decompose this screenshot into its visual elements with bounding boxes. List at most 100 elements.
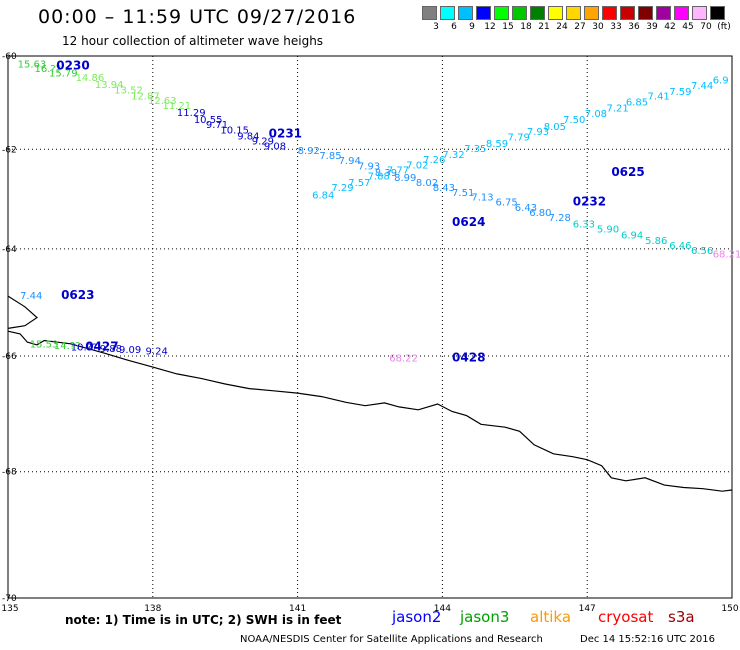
page-subtitle: 12 hour collection of altimeter wave hei… — [62, 34, 324, 48]
swh-value-label: 6.80 — [529, 208, 551, 219]
swh-value-label: 6.33 — [573, 219, 595, 230]
coastline — [7, 330, 733, 492]
colorbar-swatch — [440, 6, 455, 20]
swh-value-label: 8.59 — [486, 139, 508, 150]
swh-value-label: 8.39 — [375, 168, 397, 179]
swh-value-label: 9.71 — [206, 120, 228, 131]
legend-altika: altika — [530, 608, 572, 626]
lat-tick-label: -60 — [2, 52, 17, 62]
lat-tick-label: -64 — [2, 245, 17, 255]
coastline-west — [7, 295, 38, 329]
legend-jason3: jason3 — [460, 608, 510, 626]
swh-value-label: 7.88 — [368, 171, 390, 182]
lon-tick-label: 150 — [721, 604, 738, 614]
swh-value-label: 12.87 — [131, 92, 160, 103]
credit-text: NOAA/NESDIS Center for Satellite Applica… — [240, 634, 543, 645]
colorbar-label: (ft) — [717, 22, 731, 32]
lat-tick-label: -66 — [2, 352, 17, 362]
footer-note: note: 1) Time is in UTC; 2) SWH is in fe… — [65, 613, 342, 627]
swh-value-label: 7.93 — [358, 162, 380, 173]
colorbar-label: 70 — [700, 22, 712, 32]
swh-value-label: 8.43 — [433, 183, 455, 194]
colorbar-swatch — [512, 6, 527, 20]
colorbar-label: 6 — [451, 22, 457, 32]
swh-value-label: 6.43 — [515, 203, 537, 214]
colorbar-label: 27 — [574, 22, 586, 32]
generated-timestamp: Dec 14 15:52:16 UTC 2016 — [580, 634, 715, 645]
page-title: 00:00 – 11:59 UTC 09/27/2016 — [38, 6, 357, 28]
swh-value-label: 5.86 — [645, 236, 667, 247]
swh-value-label: 10.55 — [194, 115, 223, 126]
colorbar-label: 39 — [646, 22, 658, 32]
swh-value-label: 7.44 — [20, 291, 42, 302]
legend-cryosat: cryosat — [598, 608, 654, 626]
swh-value-label: 9.09 — [119, 345, 141, 356]
swh-value-label: 15.53 — [30, 340, 59, 351]
map-frame — [7, 55, 733, 599]
colorbar-label: 18 — [520, 22, 532, 32]
colorbar-swatch — [422, 6, 437, 20]
colorbar-label: 3 — [433, 22, 439, 32]
colorbar-label: 33 — [610, 22, 622, 32]
colorbar-label: 9 — [469, 22, 475, 32]
colorbar-swatch — [458, 6, 473, 20]
colorbar-swatch — [548, 6, 563, 20]
lon-tick-label: 144 — [434, 604, 451, 614]
swh-value-label: 10.15 — [220, 125, 249, 136]
swh-value-label: 9.84 — [237, 132, 259, 143]
swh-value-label: 5.90 — [597, 225, 619, 236]
colorbar-label: 36 — [628, 22, 640, 32]
colorbar-label: 30 — [592, 22, 604, 32]
colorbar-swatch — [476, 6, 491, 20]
swh-value-label: 7.85 — [319, 151, 341, 162]
lat-tick-label: -68 — [2, 468, 17, 478]
swh-value-label: 7.94 — [339, 156, 361, 167]
swh-value-label: 7.26 — [423, 155, 445, 166]
swh-value-label: 16.?? — [35, 64, 62, 75]
colorbar-swatch — [710, 6, 725, 20]
swh-value-label: 15.79 — [49, 68, 78, 79]
swh-value-label: 7.77 — [387, 166, 409, 177]
swh-value-label: 12.63 — [148, 96, 177, 107]
swh-value-label: 8.05 — [544, 122, 566, 133]
colorbar-swatch — [692, 6, 707, 20]
swh-value-label: 7.44 — [691, 81, 713, 92]
legend-s3a: s3a — [668, 608, 695, 626]
colorbar-label: 42 — [664, 22, 676, 32]
swh-value-label: 11.21 — [162, 101, 191, 112]
lon-tick-label: 147 — [579, 604, 596, 614]
swh-value-label: 7.13 — [471, 193, 493, 204]
colorbar-swatch — [620, 6, 635, 20]
lon-tick-label: 141 — [289, 604, 306, 614]
swh-value-label: 8.99 — [394, 173, 416, 184]
swh-value-label: 7.57 — [348, 178, 370, 189]
lon-tick-label: 138 — [144, 604, 161, 614]
swh-value-label: 10.?? — [71, 342, 98, 353]
swh-value-label: 68.21 — [713, 250, 740, 261]
pass-id-label: 0428 — [452, 351, 485, 365]
swh-value-label: 7.02 — [406, 161, 428, 172]
swh-value-label: 6.84 — [312, 190, 334, 201]
swh-value-label: 7.08 — [585, 109, 607, 120]
pass-id-label: 0624 — [452, 215, 485, 229]
swh-value-label: 7.59 — [669, 87, 691, 98]
swh-value-label: 7.28 — [549, 213, 571, 224]
lat-tick-label: -62 — [2, 145, 17, 155]
lat-tick-label: -70 — [2, 594, 17, 604]
colorbar-swatch — [530, 6, 545, 20]
swh-value-label: 7.79 — [508, 133, 530, 144]
swh-value-label: 8.02 — [416, 178, 438, 189]
legend-jason2: jason2 — [392, 608, 442, 626]
swh-value-label: 7.32 — [442, 150, 464, 161]
pass-id-label: 0427 — [85, 339, 118, 353]
colorbar-swatch — [584, 6, 599, 20]
colorbar-swatch — [602, 6, 617, 20]
swh-value-label: 7.41 — [648, 92, 670, 103]
colorbar-swatch — [494, 6, 509, 20]
swh-value-label: 13.94 — [95, 80, 124, 91]
pass-id-label: 0231 — [269, 126, 302, 140]
pass-id-label: 0625 — [611, 165, 644, 179]
colorbar-label: 21 — [538, 22, 550, 32]
colorbar-label: 45 — [682, 22, 694, 32]
